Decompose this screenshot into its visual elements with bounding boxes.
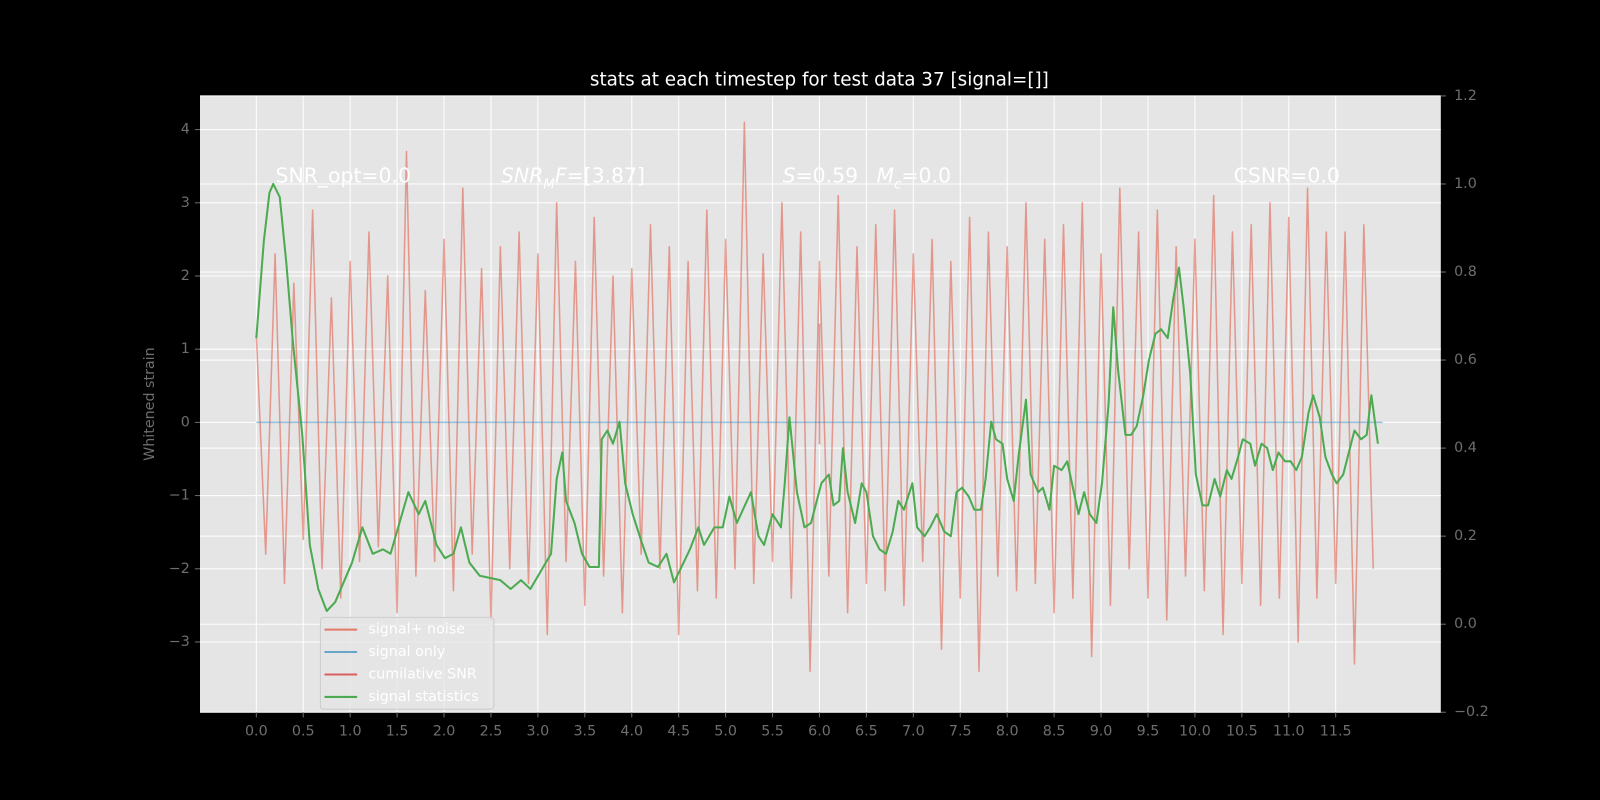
x-tick-label: 3.5 xyxy=(573,724,596,740)
y-tick-label: 1 xyxy=(181,341,190,357)
y2-tick-label: 0.2 xyxy=(1454,528,1477,544)
y-tick-label: −3 xyxy=(169,634,190,650)
annotation-part: SNR xyxy=(501,164,543,188)
legend-label: signal statistics xyxy=(368,689,478,705)
annotation: Mc=0.0 xyxy=(877,164,951,193)
legend-label: signal+ noise xyxy=(368,622,465,638)
legend-label: cumilative SNR xyxy=(368,666,476,682)
annotation-part: SNR_opt=0.0 xyxy=(276,164,412,189)
annotation-part: F xyxy=(555,164,567,188)
x-tick-label: 8.5 xyxy=(1043,724,1066,740)
x-tick-label: 10.0 xyxy=(1179,724,1211,740)
y-tick-label: 4 xyxy=(181,122,190,138)
y-tick-label: 0 xyxy=(181,414,190,430)
y2-tick-label: 1.0 xyxy=(1454,176,1477,192)
x-tick-label: 2.0 xyxy=(433,724,456,740)
x-tick-label: 8.0 xyxy=(996,724,1019,740)
y2-tick-label: 0.8 xyxy=(1454,264,1477,280)
series-line xyxy=(255,182,1379,613)
annotation-part: c xyxy=(894,177,902,192)
y-axis-label: Whitened strain xyxy=(142,347,158,461)
annotation: SNR_opt=0.0 xyxy=(276,164,412,189)
x-tick-label: 9.0 xyxy=(1090,724,1113,740)
legend: signal+ noise signal only cumilative SNR si… xyxy=(319,616,495,710)
y-tick-label: 3 xyxy=(181,195,190,211)
y-tick-label: −2 xyxy=(169,561,190,577)
y2-tick-label: −0.2 xyxy=(1454,704,1489,720)
lines xyxy=(255,121,1383,673)
annotation-part: M xyxy=(877,164,895,188)
x-tick-label: 0.5 xyxy=(292,724,315,740)
x-tick-label: 2.5 xyxy=(480,724,503,740)
x-tick-label: 4.0 xyxy=(620,724,643,740)
x-tick-label: 6.5 xyxy=(855,724,878,740)
y2-tick-label: 1.2 xyxy=(1454,88,1477,104)
x-tick-label: 6.0 xyxy=(808,724,831,740)
x-tick-label: 4.5 xyxy=(667,724,690,740)
x-tick-label: 7.0 xyxy=(902,724,925,740)
series-line xyxy=(255,121,1374,673)
annotation-part: M xyxy=(543,177,555,192)
y2-tick-label: 0.0 xyxy=(1454,616,1477,632)
annotation-part: CSNR=0.0 xyxy=(1234,164,1340,188)
x-tick-label: 11.0 xyxy=(1273,724,1305,740)
annotation-part: S xyxy=(783,164,796,188)
y2-tick-label: 0.4 xyxy=(1454,440,1477,456)
ticks: 0.0 0.5 1.0 1.5 2.0 2.5 3.0 3.5 4.0 4.5 5.0 5.5 6.0 6… xyxy=(169,88,1489,740)
chart-title: stats at each timestep for test data 37 … xyxy=(590,70,1049,91)
x-tick-label: 5.0 xyxy=(714,724,737,740)
x-tick-label: 0.0 xyxy=(245,724,268,740)
legend-label: signal only xyxy=(368,644,445,660)
annotation-part: =[3.87] xyxy=(567,164,645,188)
y-tick-label: 2 xyxy=(181,268,190,284)
x-tick-label: 3.0 xyxy=(527,724,550,740)
y-tick-label: −1 xyxy=(169,488,190,504)
x-tick-label: 1.0 xyxy=(339,724,362,740)
y2-tick-label: 0.6 xyxy=(1454,352,1477,368)
annotation: S=0.59 xyxy=(783,164,858,188)
annotation: SNRMF=[3.87] xyxy=(501,164,645,193)
annotation-part: =0.59 xyxy=(796,164,859,188)
x-tick-label: 7.5 xyxy=(949,724,972,740)
annotations: SNR_opt=0.0 SNRMF=[3.87] S=0.59 Mc=0.0 CSNR=… xyxy=(276,164,1340,193)
annotation-part: =0.0 xyxy=(901,164,951,188)
x-tick-label: 9.5 xyxy=(1137,724,1160,740)
x-tick-label: 10.5 xyxy=(1226,724,1258,740)
x-tick-label: 11.5 xyxy=(1320,724,1352,740)
x-tick-label: 5.5 xyxy=(761,724,784,740)
annotation: CSNR=0.0 xyxy=(1234,164,1340,188)
grid xyxy=(200,95,1441,713)
legend-box xyxy=(319,616,495,710)
x-tick-label: 1.5 xyxy=(386,724,409,740)
